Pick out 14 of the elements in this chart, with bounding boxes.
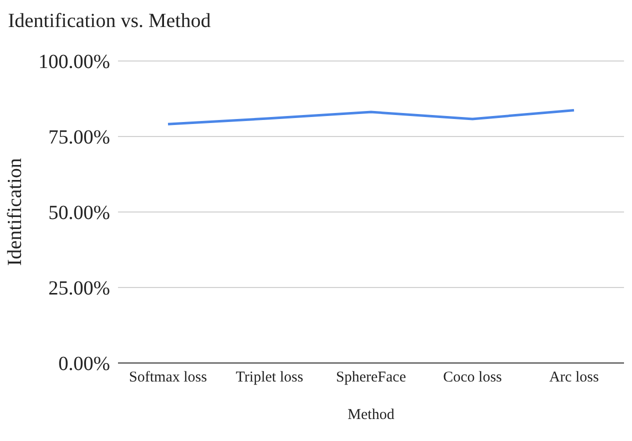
x-tick-label: Softmax loss (129, 370, 208, 386)
x-tick-label: Triplet loss (236, 370, 304, 386)
line-series (166, 108, 576, 126)
y-axis-title: Identification (4, 158, 26, 266)
y-tick-label: 0.00% (58, 353, 110, 376)
x-tick-label: SphereFace (336, 370, 406, 386)
y-tick-label: 25.00% (48, 278, 110, 300)
y-tick-label: 50.00% (48, 202, 110, 224)
x-tick-label: Arc loss (549, 370, 599, 386)
x-tick-label: Coco loss (443, 370, 502, 386)
x-axis-title: Method (348, 407, 395, 423)
chart-title: Identification vs. Method (8, 10, 211, 33)
y-tick-label: 100.00% (38, 51, 110, 74)
y-tick-label: 75.00% (48, 126, 110, 149)
